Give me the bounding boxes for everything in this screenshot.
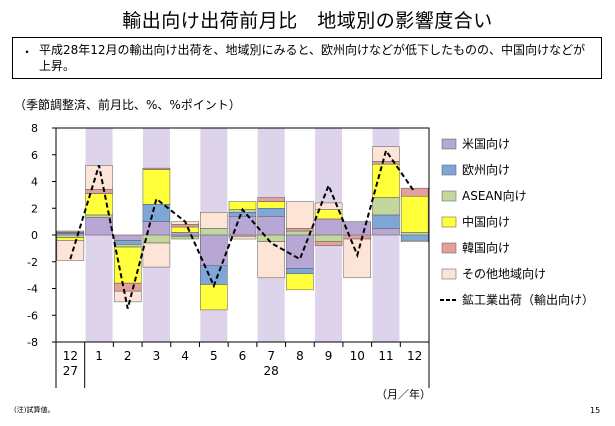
legend-swatch	[441, 190, 457, 202]
bar-segment-3	[142, 234, 171, 244]
bar-segment-5	[343, 234, 372, 240]
bar-segment-4	[257, 201, 285, 209]
bar-segment-2	[228, 212, 257, 217]
bar-segment-4	[113, 246, 142, 284]
y-tick-label: -8	[27, 336, 38, 349]
legend-label: その他地域向け	[462, 266, 546, 281]
bar-segment-6	[314, 202, 343, 210]
legend-swatch	[441, 216, 457, 228]
bar-segment-1	[171, 232, 199, 236]
y-tick-label: 2	[31, 202, 38, 215]
bar-segment-4	[200, 284, 228, 311]
x-tick-label: 8	[296, 349, 304, 363]
bar-segment-3	[372, 197, 400, 216]
y-tick-label: -4	[27, 283, 38, 296]
bar-segment-3	[400, 232, 429, 236]
bar-segment-1	[85, 217, 113, 236]
summary-box: ・ 平成28年12月の輸出向け出荷を、地域別にみると、欧州向けなどが低下したもの…	[12, 37, 602, 79]
x-tick-label: 2	[124, 349, 132, 363]
bar-segment-6	[257, 241, 285, 279]
legend-label: 鉱工業出荷（輸出向け）	[462, 292, 594, 307]
x-tick-label: 12	[63, 349, 78, 363]
unit-note: （季節調整済、前月比、%、%ポイント）	[14, 98, 241, 112]
bar-segment-1	[314, 218, 343, 236]
bar-segment-3	[314, 234, 343, 242]
bar-segment-2	[400, 234, 429, 241]
bar-segment-4	[142, 169, 171, 205]
bar-segment-6	[142, 242, 171, 268]
x-tick-label: 6	[239, 349, 247, 363]
y-tick-label: 6	[31, 149, 38, 162]
legend-label: 韓国向け	[462, 240, 510, 255]
bar-segment-5	[286, 228, 314, 232]
x-year-label: 27	[63, 364, 78, 378]
legend-label: ASEAN向け	[462, 188, 527, 203]
x-tick-label: 4	[181, 349, 189, 363]
bar-segment-6	[286, 201, 314, 229]
legend-label: 米国向け	[462, 136, 510, 151]
y-tick-label: 0	[31, 229, 38, 242]
bar-segment-2	[257, 208, 285, 217]
x-year-label: 28	[264, 364, 279, 378]
bar-segment-5	[113, 282, 142, 292]
page-title: 輸出向け出荷前月比 地域別の影響度合い	[122, 10, 493, 32]
x-axis-label: （月／年）	[376, 387, 431, 401]
bar-segment-6	[56, 240, 85, 261]
bar-segment-1	[372, 228, 400, 236]
bar-segment-1	[257, 216, 285, 236]
x-tick-label: 12	[407, 349, 422, 363]
bar-segment-5	[171, 224, 199, 228]
legend-label: 中国向け	[462, 214, 510, 229]
bar-segment-5	[142, 167, 171, 170]
legend-label: 欧州向け	[462, 162, 510, 177]
bar-segment-5	[257, 197, 285, 202]
line-series-industrial-shipments	[69, 148, 416, 309]
bar-segment-5	[56, 230, 85, 233]
legend-swatch	[441, 164, 457, 176]
bullet-point: ・	[21, 45, 34, 59]
x-tick-label: 5	[210, 349, 218, 363]
x-tick-label: 11	[378, 349, 393, 363]
bar-segment-4	[400, 195, 429, 233]
bar-segment-2	[372, 214, 400, 229]
bar-segment-6	[228, 236, 257, 240]
bar-segment-2	[113, 240, 142, 245]
bar-segment-3	[171, 236, 199, 240]
footnote: (注)試算値。	[14, 406, 55, 414]
bar-segment-6	[85, 165, 113, 190]
bar-segment-4	[372, 163, 400, 198]
x-tick-label: 1	[95, 349, 103, 363]
bar-segment-4	[171, 226, 199, 233]
bar-segment-1	[113, 234, 142, 241]
bar-segment-1	[286, 234, 314, 269]
bar-segment-6	[200, 212, 228, 229]
y-tick-label: 8	[31, 122, 38, 135]
bar-segment-5	[314, 241, 343, 246]
bar-segment-2	[200, 265, 228, 285]
x-tick-label: 7	[267, 349, 275, 363]
bar-segment-3	[113, 244, 142, 248]
x-tick-label: 9	[325, 349, 333, 363]
x-tick-label: 10	[350, 349, 365, 363]
bar-segment-4	[286, 273, 314, 291]
bar-segment-3	[200, 228, 228, 236]
bar-segment-6	[113, 290, 142, 303]
summary-text: 平成28年12月の輸出向け出荷を、地域別にみると、欧州向けなどが低下したものの、…	[39, 43, 586, 73]
legend-swatch	[441, 268, 457, 280]
bar-segment-4	[56, 237, 85, 241]
bar-segment-3	[257, 234, 285, 242]
bar-segment-6	[343, 238, 372, 279]
legend-swatch	[441, 242, 457, 254]
bar-segment-2	[286, 268, 314, 275]
x-tick-label: 3	[153, 349, 161, 363]
bar-segment-3	[56, 234, 85, 238]
y-tick-label: -6	[27, 309, 38, 322]
y-tick-label: 4	[31, 176, 38, 189]
bar-segment-5	[400, 187, 429, 197]
bar-segment-6	[400, 240, 429, 242]
y-tick-label: -2	[27, 256, 38, 269]
legend-swatch	[441, 138, 457, 150]
page-number: 15	[590, 406, 601, 415]
